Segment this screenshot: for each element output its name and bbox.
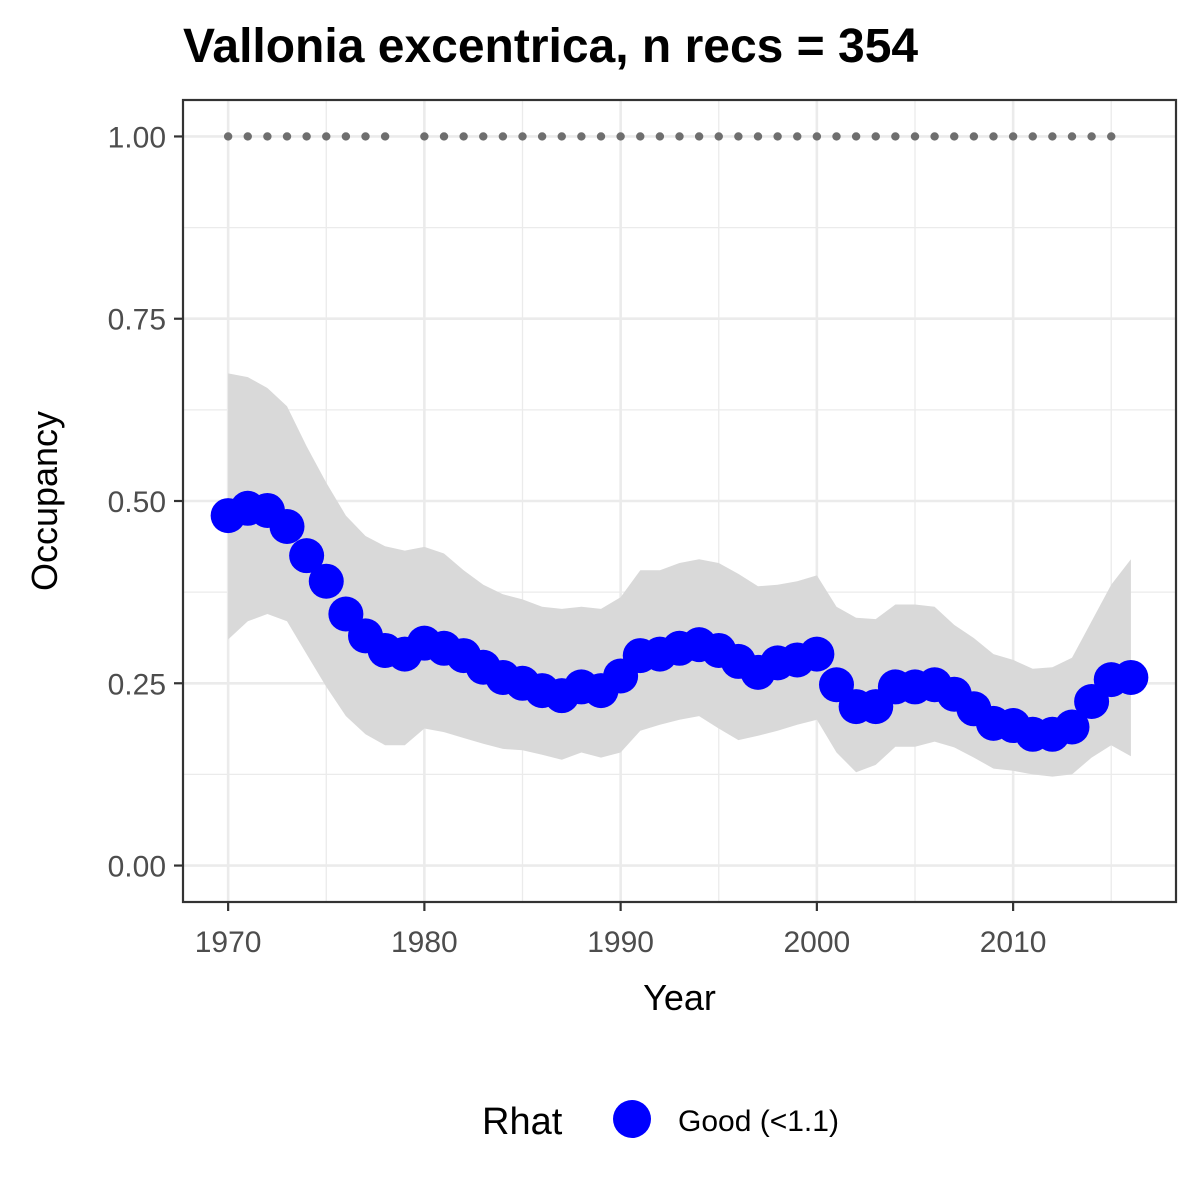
- detection-point: [243, 132, 252, 141]
- detection-point: [714, 132, 723, 141]
- detection-point: [675, 132, 684, 141]
- occupancy-point: [269, 509, 305, 545]
- legend-title: Rhat: [482, 1101, 563, 1143]
- detection-point: [1067, 132, 1077, 141]
- detection-point: [479, 132, 488, 141]
- detection-point: [302, 132, 311, 141]
- detection-point: [1107, 132, 1116, 141]
- detection-point: [1008, 132, 1018, 141]
- detection-point: [596, 132, 606, 141]
- detection-point: [341, 132, 351, 141]
- detection-point: [773, 132, 782, 141]
- detection-point: [832, 132, 841, 141]
- occupancy-point: [799, 636, 835, 672]
- detection-point: [557, 132, 566, 141]
- y-axis-title: Occupancy: [24, 411, 65, 591]
- detection-point: [616, 132, 625, 141]
- occupancy-point: [1054, 709, 1090, 745]
- detection-points: [223, 132, 1116, 141]
- detection-point: [420, 132, 429, 141]
- detection-point: [577, 132, 586, 141]
- x-axis: 1970 1980 1990 2000 2010: [195, 902, 1047, 959]
- detection-point: [537, 132, 547, 141]
- detection-point: [812, 132, 822, 141]
- detection-point: [322, 132, 331, 141]
- occupancy-point: [289, 538, 325, 574]
- chart-title: Vallonia excentrica, n recs = 354: [183, 20, 918, 73]
- detection-point: [655, 132, 665, 141]
- detection-point: [282, 132, 292, 141]
- detection-point: [223, 132, 233, 141]
- detection-point: [636, 132, 645, 141]
- detection-point: [871, 132, 880, 141]
- x-tick-label: 1990: [587, 926, 654, 959]
- detection-point: [910, 132, 920, 141]
- detection-point: [950, 132, 959, 141]
- x-axis-title: Year: [643, 977, 716, 1018]
- detection-point: [459, 132, 468, 141]
- detection-point: [518, 132, 527, 141]
- occupancy-points: [210, 490, 1149, 752]
- y-axis: 0.00 0.25 0.50 0.75 1.00: [108, 121, 183, 884]
- y-tick-label: 0.75: [108, 304, 166, 337]
- detection-point: [1048, 132, 1057, 141]
- legend: Rhat Good (<1.1): [482, 1100, 839, 1143]
- detection-point: [734, 132, 743, 141]
- y-tick-label: 0.25: [108, 668, 166, 701]
- occupancy-point: [1113, 659, 1149, 695]
- detection-point: [930, 132, 939, 141]
- detection-point: [1087, 132, 1096, 141]
- detection-point: [439, 132, 449, 141]
- x-tick-label: 2000: [783, 926, 850, 959]
- x-tick-label: 1980: [391, 926, 458, 959]
- occupancy-point: [308, 563, 344, 599]
- legend-label-good: Good (<1.1): [678, 1105, 839, 1138]
- detection-point: [498, 132, 508, 141]
- detection-point: [851, 132, 861, 141]
- detection-point: [380, 132, 390, 141]
- detection-point: [694, 132, 704, 141]
- x-tick-label: 1970: [195, 926, 262, 959]
- x-tick-label: 2010: [980, 926, 1047, 959]
- detection-point: [969, 132, 979, 141]
- detection-point: [361, 132, 370, 141]
- legend-key-good: [613, 1100, 651, 1138]
- y-tick-label: 0.50: [108, 486, 166, 519]
- y-tick-label: 0.00: [108, 851, 166, 884]
- detection-point: [891, 132, 900, 141]
- detection-point: [753, 132, 763, 141]
- detection-point: [1028, 132, 1037, 141]
- detection-point: [263, 132, 272, 141]
- detection-point: [793, 132, 802, 141]
- detection-point: [989, 132, 998, 141]
- y-tick-label: 1.00: [108, 121, 166, 154]
